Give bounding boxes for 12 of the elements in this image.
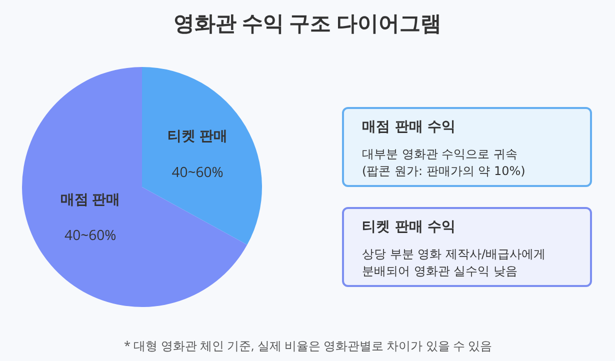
slice-label: 매점 판매 [60,190,120,209]
pie-slice [22,67,248,307]
text: * 대형 영화관 체인 기준, 실제 비율은 영화관별로 차이가 있을 수 있음 [124,337,492,354]
text: 40~60% [172,162,224,182]
text: 상당 부분 영화 제작사/배급사에게 분배되어 영화관 실수익 낮음 [362,246,546,280]
text: 매점 판매 수익 [362,118,457,136]
text: 대부분 영화관 수익으로 귀속 (팝콘 원가: 판매가의 약 10%) [362,146,526,180]
text: 40~60% [64,226,116,246]
text: 영화관 수익 구조 다이어그램 [173,9,442,38]
slice-label: 티켓 판매 [168,126,228,146]
pie-slice [142,67,262,245]
text: 티켓 판매 수익 [362,218,457,236]
